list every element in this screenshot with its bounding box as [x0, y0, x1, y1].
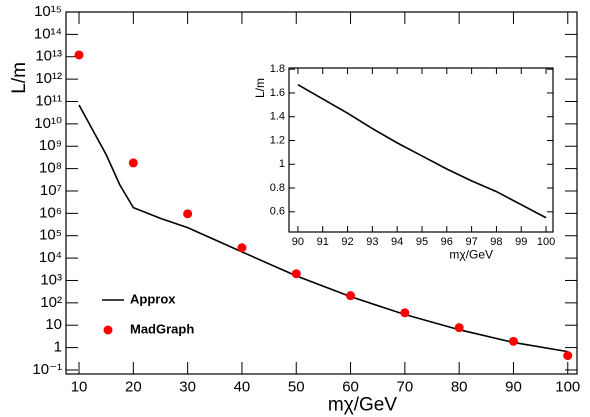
x-tick-label: 80 [451, 378, 468, 395]
data-point [237, 243, 247, 253]
x-tick-label: 96 [441, 236, 453, 248]
y-tick-label: 1.4 [270, 111, 285, 123]
legend-swatch [103, 325, 113, 335]
y-tick-label: 10⁴ [39, 249, 62, 266]
legend-label: Approx [130, 291, 176, 306]
data-line [297, 83, 547, 219]
x-tick-label: 60 [342, 378, 359, 395]
y-tick-label: 0.6 [270, 206, 285, 218]
y-tick-label: 10¹¹ [35, 92, 62, 109]
x-tick-label: 99 [515, 236, 527, 248]
x-tick-label: 30 [179, 378, 196, 395]
y-tick-label: 10⁻¹ [32, 361, 62, 378]
y-tick-label: 10⁹ [39, 137, 62, 154]
plot-frame [288, 67, 554, 233]
data-point [346, 291, 356, 301]
data-point [454, 323, 464, 333]
data-point [291, 269, 301, 279]
y-tick-label: 10 [45, 316, 62, 333]
y-tick-label: 10¹⁴ [34, 25, 62, 42]
y-tick-label: 10⁷ [40, 182, 62, 199]
x-tick-label: 90 [292, 236, 304, 248]
x-tick-label: 70 [397, 378, 414, 395]
x-tick-label: 93 [366, 236, 378, 248]
y-tick-label: 10⁸ [39, 160, 62, 177]
data-point [508, 336, 518, 346]
y-tick-label: 1 [54, 339, 62, 356]
data-point [183, 209, 193, 219]
x-axis-label: mχ/GeV [449, 247, 493, 261]
y-tick-label: 10² [40, 294, 62, 311]
x-tick-label: 100 [555, 378, 580, 395]
y-tick-label: 10⁶ [39, 204, 62, 221]
x-tick-label: 94 [391, 236, 403, 248]
x-tick-label: 98 [490, 236, 502, 248]
y-tick-label: 10⁵ [39, 227, 62, 244]
x-tick-label: 91 [317, 236, 329, 248]
x-tick-label: 20 [125, 378, 142, 395]
x-tick-label: 10 [71, 378, 88, 395]
y-tick-label: 1.6 [270, 87, 285, 99]
data-point [128, 158, 138, 168]
x-tick-label: 92 [341, 236, 353, 248]
data-line [78, 104, 568, 353]
x-tick-label: 40 [234, 378, 251, 395]
data-point [74, 50, 84, 60]
x-axis-label: mχ/GeV [328, 395, 397, 416]
x-tick-label: 95 [416, 236, 428, 248]
x-tick-label: 90 [505, 378, 522, 395]
data-point [563, 351, 573, 361]
data-point [400, 308, 410, 318]
y-tick-label: 0.8 [270, 182, 285, 194]
plot-frame [65, 11, 578, 375]
x-tick-label: 50 [288, 378, 305, 395]
y-tick-label: 10¹⁵ [34, 3, 62, 20]
y-tick-label: 10¹⁰ [34, 115, 62, 132]
y-tick-label: 10¹³ [35, 48, 62, 65]
legend-label: MadGraph [130, 321, 194, 336]
y-axis-label: L/m [253, 78, 267, 98]
y-tick-label: 10¹² [35, 70, 62, 87]
x-tick-label: 97 [465, 236, 477, 248]
y-tick-label: 1.2 [270, 134, 285, 146]
y-tick-label: 10³ [40, 271, 62, 288]
y-axis-label: L/m [9, 62, 30, 94]
x-tick-label: 100 [537, 236, 555, 248]
y-tick-label: 1 [279, 158, 285, 170]
y-tick-label: 1.8 [270, 63, 285, 75]
